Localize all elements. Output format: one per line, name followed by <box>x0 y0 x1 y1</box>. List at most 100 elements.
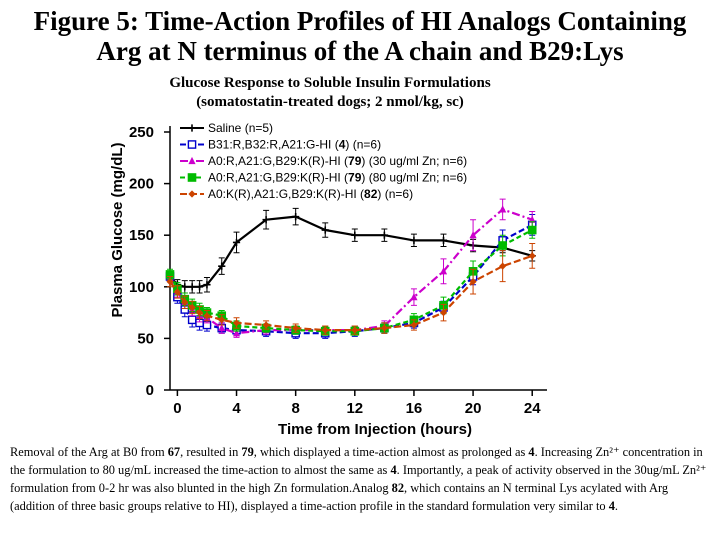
data-point <box>173 288 181 296</box>
series-line <box>169 229 533 333</box>
y-axis-label: Plasma Glucose (mg/dL) <box>109 142 126 317</box>
data-point <box>469 231 477 239</box>
legend-item-2: B31:R,B32:R,A21:G-HI (4) (n=6) <box>180 138 381 152</box>
legend-label: A0:R,A21:G,B29:K(R)-HI (79) (80 ug/ml Zn… <box>208 171 467 185</box>
data-point <box>292 213 300 221</box>
data-point <box>380 324 388 332</box>
data-point <box>321 326 329 334</box>
legend-label-part: A0:R,A21:G,B29:K(R)-HI ( <box>208 171 348 185</box>
caption-text: . Increasing Zn²⁺ concentration in the f… <box>10 445 703 477</box>
x-tick-label: 0 <box>173 400 181 417</box>
data-point <box>410 236 418 244</box>
data-point <box>527 225 537 235</box>
data-point <box>528 252 536 260</box>
chart-title: Glucose Response to Soluble Insulin Form… <box>120 74 540 112</box>
data-point <box>232 329 241 337</box>
x-tick-label: 20 <box>465 400 482 417</box>
compound-number: 82 <box>391 481 405 495</box>
y-tick-label: 200 <box>129 176 154 193</box>
caption-text: , resulted in <box>180 445 242 459</box>
data-point <box>439 267 448 275</box>
x-tick-label: 4 <box>232 400 241 417</box>
compound-number: 4 <box>390 463 397 477</box>
data-point <box>188 303 196 312</box>
legend-label-part: Saline (n=5) <box>208 121 273 135</box>
data-point <box>232 238 241 247</box>
compound-number: 4 <box>608 499 615 513</box>
data-point <box>195 283 204 291</box>
data-point <box>218 323 226 332</box>
legend-label-part: ) (80 ug/ml Zn; n=6) <box>361 171 467 185</box>
compound-number: 4 <box>528 445 535 459</box>
y-tick-label: 0 <box>146 382 154 399</box>
data-point <box>232 319 241 327</box>
data-point <box>528 215 536 223</box>
data-point <box>380 231 388 239</box>
legend-label-part: ) (30 ug/ml Zn; n=6) <box>361 154 467 168</box>
data-point <box>181 298 189 306</box>
series-1 <box>166 207 536 294</box>
series-line <box>169 215 533 288</box>
data-point <box>292 324 300 332</box>
chart-title-line-2: (somatostatin-treated dogs; 2 nmol/kg, s… <box>196 94 464 110</box>
figure-title: Figure 5: Time-Action Profiles of HI Ana… <box>0 6 720 66</box>
data-point <box>187 140 197 149</box>
legend-label-part: ) (n=6) <box>345 138 381 152</box>
y-tick-label: 250 <box>129 124 154 141</box>
data-point <box>262 216 270 224</box>
x-axis-label: Time from Injection (hours) <box>278 421 472 438</box>
y-tick-label: 50 <box>137 330 154 347</box>
figure-caption: Removal of the Arg at B0 from 67, result… <box>10 443 710 515</box>
legend-label-part: 4 <box>339 138 346 152</box>
data-point <box>166 278 174 286</box>
data-point <box>187 315 197 325</box>
chart-title-line-1: Glucose Response to Soluble Insulin Form… <box>169 75 491 91</box>
data-point <box>410 293 418 301</box>
legend-label-part: ) (n=6) <box>377 187 413 201</box>
data-point <box>498 241 507 250</box>
x-tick-label: 24 <box>524 400 541 417</box>
x-tick-label: 12 <box>346 400 363 417</box>
legend-item-4: A0:R,A21:G,B29:K(R)-HI (79) (80 ug/ml Zn… <box>180 171 467 185</box>
figure-title-line-2: Arg at N terminus of the A chain and B29… <box>96 36 624 66</box>
x-tick-label: 8 <box>291 400 299 417</box>
data-point <box>351 326 359 334</box>
glucose-response-chart: 0 50 100 150 200 250 0 4 8 12 16 20 24 Saline (n=5) B… <box>109 121 547 438</box>
data-point <box>203 281 211 289</box>
data-point <box>410 321 418 329</box>
legend-label-part: A0:K(R),A21:G,B29:K(R)-HI ( <box>208 187 364 201</box>
legend-label: A0:K(R),A21:G,B29:K(R)-HI (82) (n=6) <box>208 187 413 201</box>
chart-series <box>165 198 537 339</box>
legend-label-part: 79 <box>348 154 362 168</box>
data-point <box>439 309 448 317</box>
legend-item-3: A0:R,A21:G,B29:K(R)-HI (79) (30 ug/ml Zn… <box>180 154 467 168</box>
caption-text: . Importantly, a peak of activity observ… <box>10 463 707 495</box>
legend-item-1: Saline (n=5) <box>180 121 273 135</box>
legend-item-5: A0:K(R),A21:G,B29:K(R)-HI (82) (n=6) <box>180 187 413 201</box>
data-point <box>195 309 204 317</box>
caption-text: , which displayed a time-action almost a… <box>253 445 529 459</box>
y-tick-label: 100 <box>129 279 154 296</box>
legend-label-part: B31:R,B32:R,A21:G-HI ( <box>208 138 339 152</box>
legend-label: A0:R,A21:G,B29:K(R)-HI (79) (30 ug/ml Zn… <box>208 154 467 168</box>
legend-label: B31:R,B32:R,A21:G-HI (4) (n=6) <box>208 138 381 152</box>
data-point <box>469 278 477 286</box>
chart-axes: 0 50 100 150 200 250 0 4 8 12 16 20 24 <box>129 124 547 417</box>
compound-number: 79 <box>241 445 254 459</box>
data-point <box>187 173 197 182</box>
data-point <box>218 262 226 270</box>
series-5 <box>166 242 536 335</box>
data-point <box>188 156 196 165</box>
data-point <box>351 231 359 239</box>
data-point <box>188 283 196 291</box>
chart-legend: Saline (n=5)B31:R,B32:R,A21:G-HI (4) (n=… <box>180 121 467 201</box>
data-point <box>181 283 189 291</box>
legend-label-part: 82 <box>364 187 378 201</box>
caption-text: . <box>614 499 619 513</box>
legend-label: Saline (n=5) <box>208 121 273 135</box>
data-point <box>188 124 196 132</box>
caption-text: Removal of the Arg at B0 from <box>10 445 168 459</box>
figure-title-line-1: Figure 5: Time-Action Profiles of HI Ana… <box>33 6 687 36</box>
legend-label-part: A0:R,A21:G,B29:K(R)-HI ( <box>208 154 348 168</box>
data-point <box>203 312 211 320</box>
